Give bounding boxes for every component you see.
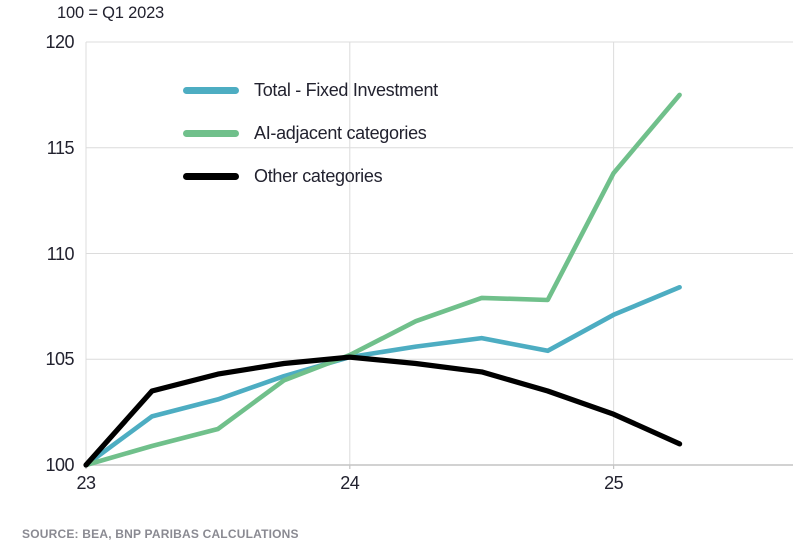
legend-swatch-icon <box>183 172 239 180</box>
legend-item-ai-adjacent-categories: AI-adjacent categories <box>183 123 438 143</box>
legend-label: Other categories <box>254 165 383 186</box>
series-line-other-categories <box>83 354 683 468</box>
legend-label: AI-adjacent categories <box>254 122 427 143</box>
series-line-total-fixed-investment <box>83 284 682 468</box>
legend-swatch-icon <box>183 129 239 137</box>
source-text: SOURCE: BEA, BNP PARIBAS CALCULATIONS <box>22 527 299 541</box>
chart-title: 100 = Q1 2023 <box>57 4 165 22</box>
x-tick-label-23: 23 <box>76 473 96 493</box>
legend-item-other-categories: Other categories <box>183 166 438 186</box>
x-tick-label-24: 24 <box>340 473 360 493</box>
y-tick-label-110: 110 <box>46 243 75 264</box>
y-tick-label-105: 105 <box>45 349 74 370</box>
legend-label: Total - Fixed Investment <box>254 79 438 100</box>
legend: Total - Fixed Investment AI-adjacent cate… <box>183 80 438 209</box>
series-line-ai-adjacent-categories <box>83 92 682 468</box>
legend-item-total-fixed-investment: Total - Fixed Investment <box>183 80 438 100</box>
y-tick-label-120: 120 <box>45 32 74 52</box>
y-tick-label-100: 100 <box>45 455 74 475</box>
legend-swatch-icon <box>183 86 239 94</box>
y-tick-label-115: 115 <box>46 137 75 158</box>
x-tick-label-25: 25 <box>604 473 624 493</box>
